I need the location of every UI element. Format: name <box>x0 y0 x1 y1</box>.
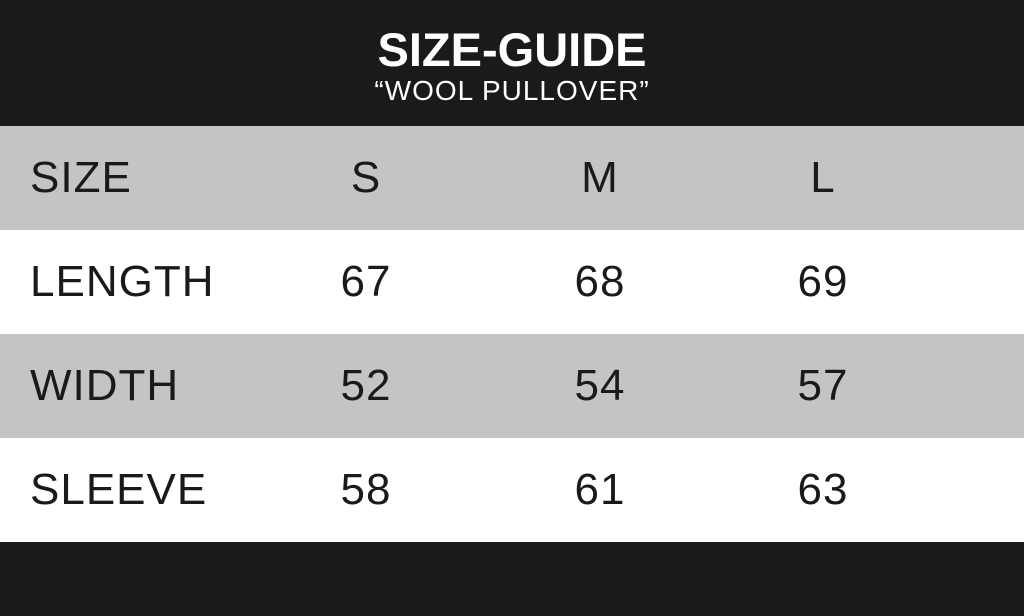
table-row: WIDTH 52 54 57 <box>0 334 1024 438</box>
table-cell: 52 <box>340 361 392 410</box>
column-header-size: SIZE <box>30 153 132 202</box>
table-cell: 63 <box>797 465 849 514</box>
header: SIZE-GUIDE “WOOL PULLOVER” <box>0 0 1024 126</box>
column-header-l: L <box>810 153 836 202</box>
table-cell: 57 <box>797 361 849 410</box>
table-header-row: SIZE S M L <box>0 126 1024 230</box>
table-row: LENGTH 67 68 69 <box>0 230 1024 334</box>
column-header-m: M <box>581 153 619 202</box>
row-label: SLEEVE <box>30 465 208 514</box>
footer-band <box>0 542 1024 616</box>
table-cell: 67 <box>340 257 392 306</box>
page-subtitle: “WOOL PULLOVER” <box>374 75 650 106</box>
table-row: SLEEVE 58 61 63 <box>0 438 1024 542</box>
table-cell: 61 <box>574 465 626 514</box>
table-cell: 68 <box>574 257 626 306</box>
table-cell: 58 <box>340 465 392 514</box>
column-header-s: S <box>350 153 382 202</box>
table-cell: 54 <box>574 361 626 410</box>
row-label: LENGTH <box>30 257 215 306</box>
table-cell: 69 <box>797 257 849 306</box>
page-title: SIZE-GUIDE <box>377 23 647 76</box>
row-label: WIDTH <box>30 361 180 410</box>
